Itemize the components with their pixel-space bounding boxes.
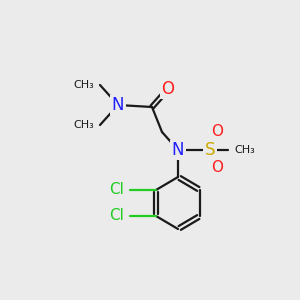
- Text: O: O: [161, 80, 175, 98]
- Text: CH₃: CH₃: [234, 145, 255, 155]
- Text: S: S: [205, 141, 215, 159]
- Text: CH₃: CH₃: [73, 120, 94, 130]
- Text: N: N: [172, 141, 184, 159]
- Text: CH₃: CH₃: [73, 80, 94, 90]
- Text: O: O: [211, 124, 223, 140]
- Text: Cl: Cl: [109, 182, 124, 197]
- Text: O: O: [211, 160, 223, 175]
- Text: Cl: Cl: [109, 208, 124, 224]
- Text: N: N: [112, 96, 124, 114]
